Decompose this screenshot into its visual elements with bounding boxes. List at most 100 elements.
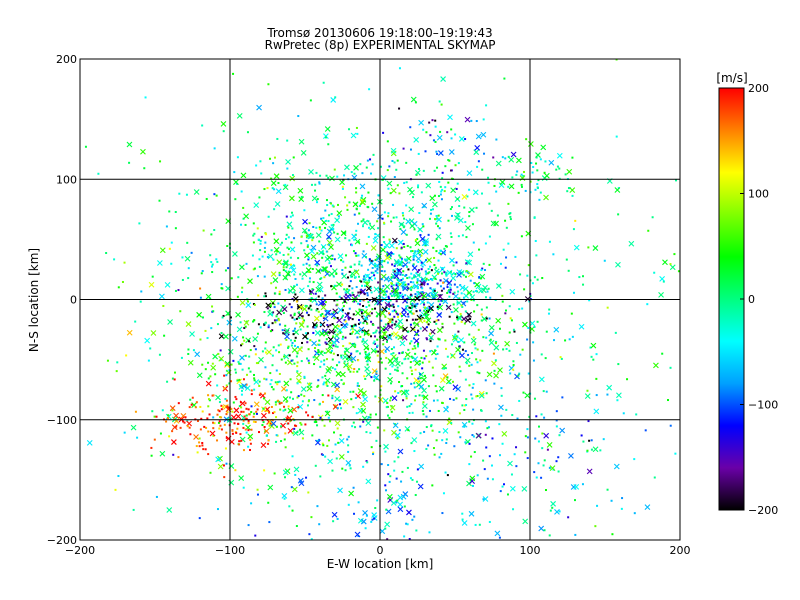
dot-marker: [434, 357, 437, 360]
dot-marker: [212, 434, 215, 437]
dot-marker: [493, 382, 496, 385]
dot-marker: [208, 399, 211, 402]
dot-marker: [396, 285, 399, 288]
dot-marker: [366, 274, 369, 277]
dot-marker: [587, 246, 590, 249]
dot-marker: [411, 286, 414, 289]
dot-marker: [537, 179, 540, 182]
dot-marker: [201, 270, 204, 273]
dot-marker: [345, 358, 348, 361]
dot-marker: [168, 435, 171, 438]
dot-marker: [504, 266, 507, 269]
dot-marker: [388, 240, 391, 243]
x-marker: [340, 371, 346, 378]
dot-marker: [405, 522, 408, 525]
dot-marker: [479, 359, 482, 362]
dot-marker: [458, 297, 461, 300]
dot-marker: [323, 276, 326, 279]
x-marker: [189, 331, 195, 337]
dot-marker: [358, 204, 361, 207]
x-marker: [364, 353, 371, 360]
dot-marker: [457, 431, 460, 434]
dot-marker: [342, 382, 345, 385]
dot-marker: [123, 261, 126, 264]
dot-marker: [354, 343, 357, 346]
dot-marker: [543, 171, 546, 174]
x-marker: [392, 331, 399, 337]
dot-marker: [413, 274, 416, 277]
dot-marker: [213, 193, 216, 196]
dot-marker: [409, 126, 412, 129]
dot-marker: [370, 291, 373, 294]
dot-marker: [330, 224, 333, 227]
dot-marker: [408, 405, 411, 408]
dot-marker: [258, 265, 261, 268]
dot-marker: [318, 226, 321, 229]
dot-marker: [555, 410, 558, 413]
dot-marker: [266, 307, 269, 310]
dot-marker: [494, 359, 497, 362]
dot-marker: [416, 285, 419, 288]
dot-marker: [317, 310, 320, 313]
dot-marker: [397, 287, 400, 290]
dot-marker: [333, 330, 336, 333]
dot-marker: [437, 259, 440, 262]
dot-marker: [509, 215, 512, 218]
dot-marker: [413, 251, 416, 254]
dot-marker: [411, 250, 414, 253]
dot-marker: [445, 245, 448, 248]
x-marker: [662, 259, 668, 266]
dot-marker: [504, 219, 507, 222]
dot-marker: [380, 261, 383, 264]
dot-marker: [370, 335, 373, 338]
dot-marker: [447, 159, 450, 162]
dot-marker: [233, 422, 236, 425]
dot-marker: [360, 310, 363, 313]
dot-marker: [322, 81, 325, 84]
dot-marker: [253, 319, 256, 322]
dot-marker: [512, 328, 515, 331]
dot-marker: [238, 362, 241, 365]
dot-marker: [355, 207, 358, 210]
dot-marker: [512, 508, 515, 511]
dot-marker: [291, 316, 294, 319]
dot-marker: [369, 413, 372, 416]
x-marker: [472, 189, 479, 196]
dot-marker: [545, 390, 548, 393]
dot-marker: [196, 419, 199, 422]
dot-marker: [370, 287, 373, 290]
dot-marker: [318, 228, 321, 231]
dot-marker: [590, 355, 593, 358]
dot-marker: [367, 314, 370, 317]
dot-marker: [308, 280, 311, 283]
x-marker: [615, 261, 621, 268]
dot-marker: [478, 372, 481, 375]
dot-marker: [418, 380, 421, 383]
x-marker: [437, 293, 444, 300]
x-marker: [586, 468, 593, 475]
dot-marker: [417, 184, 420, 187]
dot-marker: [471, 434, 474, 437]
dot-marker: [415, 271, 418, 274]
dot-marker: [421, 394, 424, 397]
dot-marker: [469, 317, 472, 320]
dot-marker: [263, 323, 266, 326]
dot-marker: [414, 238, 417, 241]
dot-marker: [295, 525, 298, 528]
dot-marker: [548, 466, 551, 469]
dot-marker: [476, 361, 479, 364]
dot-marker: [475, 358, 478, 361]
dot-marker: [331, 323, 334, 326]
dot-marker: [308, 533, 311, 536]
dot-marker: [368, 299, 371, 302]
x-marker: [342, 398, 349, 405]
dot-marker: [524, 451, 527, 454]
dot-marker: [158, 353, 161, 356]
dot-marker: [247, 367, 250, 370]
dot-marker: [217, 352, 220, 355]
dot-marker: [352, 330, 355, 333]
dot-marker: [398, 263, 401, 266]
dot-marker: [187, 267, 190, 270]
dot-marker: [354, 396, 357, 399]
dot-marker: [387, 295, 390, 298]
